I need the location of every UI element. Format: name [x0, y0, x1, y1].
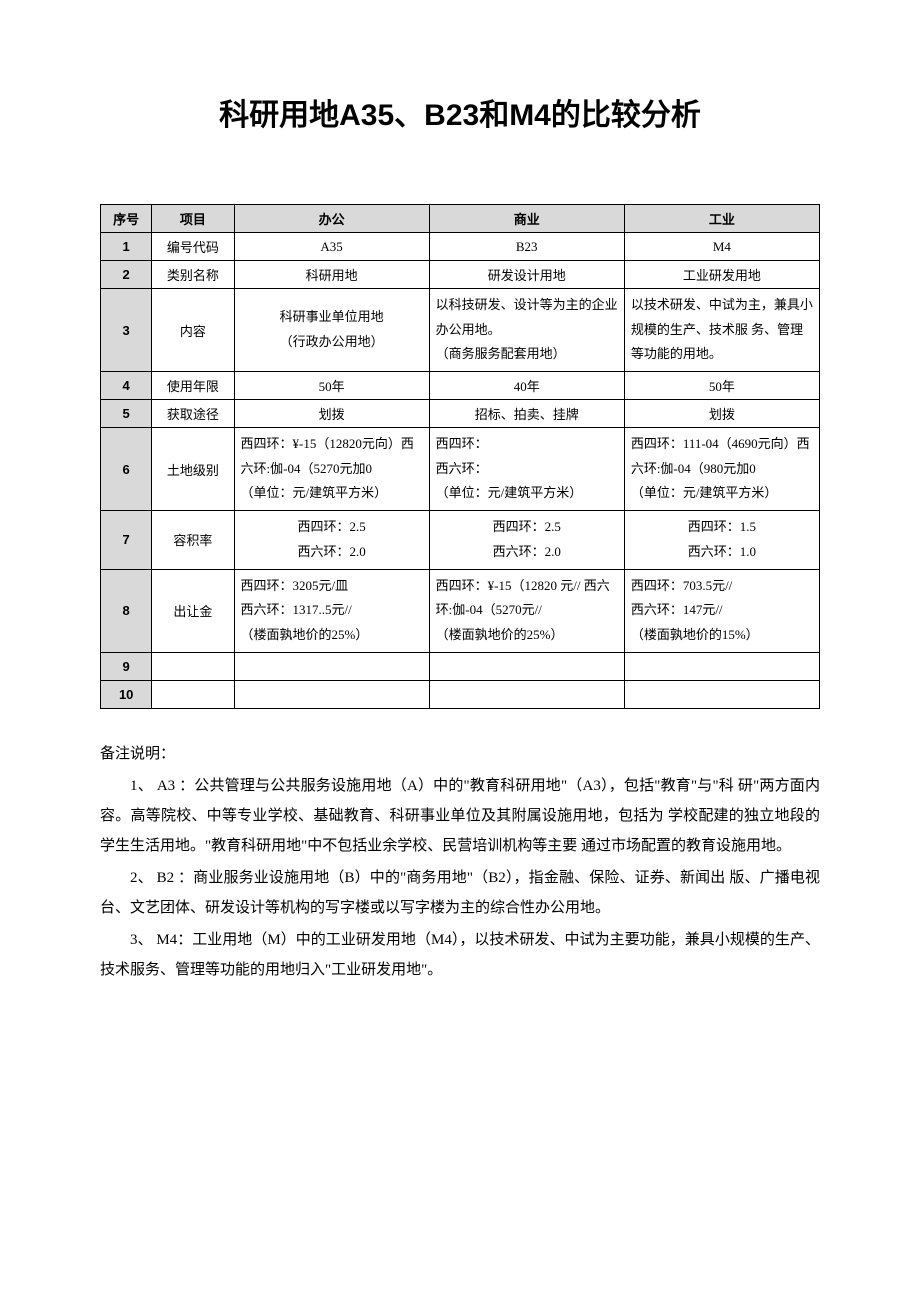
table-row: 6土地级别西四环：¥-15（12820元向）西六环:伽-04（5270元加0（单…	[101, 428, 820, 511]
cell-data: 西四环：2.5西六环：2.0	[429, 511, 624, 569]
cell-seq: 2	[101, 261, 152, 289]
cell-data: 50年	[624, 372, 819, 400]
notes-list: 1、 A3 ：公共管理与公共服务设施用地（A）中的"教育科研用地"（A3），包括…	[100, 771, 820, 985]
cell-data: 西四环：¥-15（12820元向）西六环:伽-04（5270元加0（单位：元/建…	[234, 428, 429, 511]
cell-data: 西四环：1.5西六环：1.0	[624, 511, 819, 569]
cell-data: 研发设计用地	[429, 261, 624, 289]
cell-data: M4	[624, 233, 819, 261]
table-row: 3内容科研事业单位用地（行政办公用地）以科技研发、设计等为主的企业办公用地。（商…	[101, 289, 820, 372]
header-item: 项目	[152, 205, 234, 233]
cell-data	[429, 680, 624, 708]
cell-data: 以技术研发、中试为主，兼具小规模的生产、技术服 务、管理等功能的用地。	[624, 289, 819, 372]
cell-seq: 5	[101, 400, 152, 428]
cell-item: 使用年限	[152, 372, 234, 400]
cell-data	[429, 652, 624, 680]
document-title: 科研用地A35、B23和M4的比较分析	[100, 90, 820, 134]
table-row: 4使用年限50年40年50年	[101, 372, 820, 400]
cell-item: 出让金	[152, 569, 234, 652]
notes-heading: 备注说明：	[100, 739, 820, 769]
cell-data	[234, 652, 429, 680]
cell-seq: 10	[101, 680, 152, 708]
cell-seq: 8	[101, 569, 152, 652]
cell-seq: 7	[101, 511, 152, 569]
cell-item: 容积率	[152, 511, 234, 569]
cell-data: 招标、拍卖、挂牌	[429, 400, 624, 428]
cell-item: 获取途径	[152, 400, 234, 428]
cell-seq: 4	[101, 372, 152, 400]
notes-section: 备注说明： 1、 A3 ：公共管理与公共服务设施用地（A）中的"教育科研用地"（…	[100, 739, 820, 985]
table-row: 8出让金西四环：3205元/皿西六环：1317..5元//（楼面孰地价的25%）…	[101, 569, 820, 652]
cell-data	[234, 680, 429, 708]
cell-data: 西四环：3205元/皿西六环：1317..5元//（楼面孰地价的25%）	[234, 569, 429, 652]
cell-data: 科研事业单位用地（行政办公用地）	[234, 289, 429, 372]
cell-seq: 1	[101, 233, 152, 261]
cell-data: 划拨	[624, 400, 819, 428]
cell-data: 划拨	[234, 400, 429, 428]
cell-data: 以科技研发、设计等为主的企业办公用地。（商务服务配套用地）	[429, 289, 624, 372]
cell-item	[152, 680, 234, 708]
cell-seq: 6	[101, 428, 152, 511]
cell-item: 类别名称	[152, 261, 234, 289]
cell-item: 土地级别	[152, 428, 234, 511]
header-col2: 商业	[429, 205, 624, 233]
cell-data	[624, 680, 819, 708]
cell-data: 40年	[429, 372, 624, 400]
cell-seq: 3	[101, 289, 152, 372]
table-row: 2类别名称科研用地研发设计用地工业研发用地	[101, 261, 820, 289]
cell-item	[152, 652, 234, 680]
cell-data: B23	[429, 233, 624, 261]
note-item: 3、 M4：工业用地（M）中的工业研发用地（M4），以技术研发、中试为主要功能，…	[100, 925, 820, 985]
cell-data: 西四环：111-04（4690元向）西六环:伽-04（980元加0（单位：元/建…	[624, 428, 819, 511]
comparison-table: 序号 项目 办公 商业 工业 1编号代码A35B23M42类别名称科研用地研发设…	[100, 204, 820, 709]
cell-item: 编号代码	[152, 233, 234, 261]
table-row: 10	[101, 680, 820, 708]
table-row: 1编号代码A35B23M4	[101, 233, 820, 261]
cell-data: A35	[234, 233, 429, 261]
cell-data	[624, 652, 819, 680]
cell-item: 内容	[152, 289, 234, 372]
cell-data: 科研用地	[234, 261, 429, 289]
note-item: 2、 B2 ：商业服务业设施用地（B）中的"商务用地"（B2），指金融、保险、证…	[100, 863, 820, 923]
note-item: 1、 A3 ：公共管理与公共服务设施用地（A）中的"教育科研用地"（A3），包括…	[100, 771, 820, 861]
cell-data: 西四环：西六环：（单位：元/建筑平方米）	[429, 428, 624, 511]
header-col3: 工业	[624, 205, 819, 233]
table-row: 9	[101, 652, 820, 680]
header-seq: 序号	[101, 205, 152, 233]
table-body: 1编号代码A35B23M42类别名称科研用地研发设计用地工业研发用地3内容科研事…	[101, 233, 820, 709]
header-col1: 办公	[234, 205, 429, 233]
table-header-row: 序号 项目 办公 商业 工业	[101, 205, 820, 233]
cell-data: 西四环：2.5西六环：2.0	[234, 511, 429, 569]
cell-data: 西四环：703.5元//西六环：147元//（楼面孰地价的15%）	[624, 569, 819, 652]
cell-seq: 9	[101, 652, 152, 680]
cell-data: 工业研发用地	[624, 261, 819, 289]
table-row: 5获取途径划拨招标、拍卖、挂牌划拨	[101, 400, 820, 428]
table-row: 7容积率西四环：2.5西六环：2.0西四环：2.5西六环：2.0西四环：1.5西…	[101, 511, 820, 569]
cell-data: 50年	[234, 372, 429, 400]
cell-data: 西四环：¥-15（12820 元// 西六环:伽-04（5270元//（楼面孰地…	[429, 569, 624, 652]
